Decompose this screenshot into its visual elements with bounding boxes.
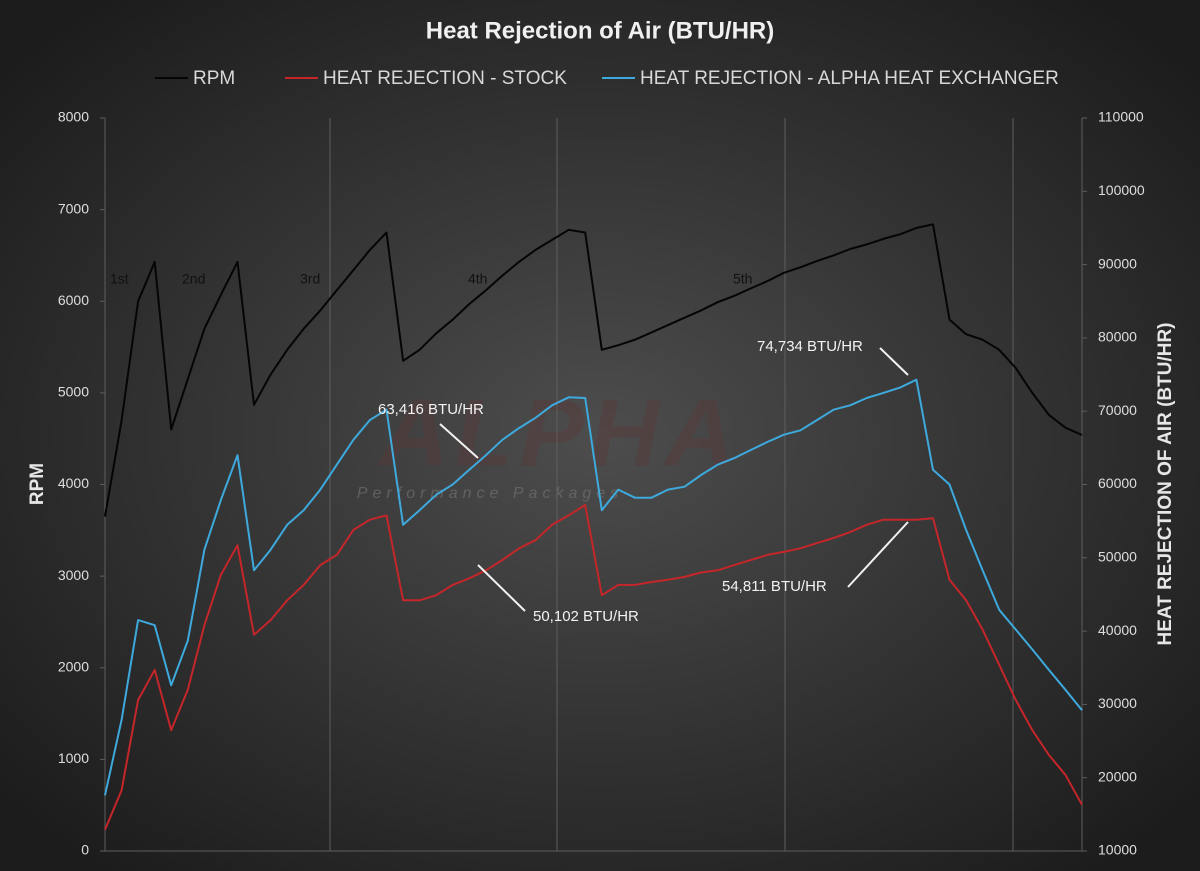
gear-label: 1st bbox=[110, 271, 129, 287]
legend-label: RPM bbox=[193, 68, 235, 89]
y2-tick-label: 100000 bbox=[1098, 182, 1145, 198]
y-axis-title: RPM bbox=[27, 463, 48, 505]
y-tick-label: 3000 bbox=[58, 567, 89, 583]
y-tick-label: 7000 bbox=[58, 200, 89, 216]
annotation: 54,811 BTU/HR bbox=[722, 578, 827, 595]
y2-tick-label: 60000 bbox=[1098, 475, 1137, 491]
annotation-leader bbox=[477, 564, 526, 612]
series-line bbox=[104, 504, 1083, 831]
gear-label: 4th bbox=[468, 271, 487, 287]
annotation-leader bbox=[439, 423, 479, 459]
y2-tick-label: 30000 bbox=[1098, 695, 1137, 711]
y2-tick-label: 70000 bbox=[1098, 402, 1137, 418]
y2-tick-label: 90000 bbox=[1098, 255, 1137, 271]
legend: RPM HEAT REJECTION - STOCK HEAT REJECTION … bbox=[155, 68, 1059, 89]
watermark-logo: ALPHA bbox=[378, 379, 741, 486]
annotation: 74,734 BTU/HR bbox=[757, 338, 863, 355]
y2-tick-label: 20000 bbox=[1098, 768, 1137, 784]
y-tick-label: 0 bbox=[81, 842, 89, 858]
chart-title: Heat Rejection of Air (BTU/HR) bbox=[426, 17, 774, 44]
y-tick-label: 1000 bbox=[58, 750, 89, 766]
annotation: 50,102 BTU/HR bbox=[533, 608, 639, 625]
series-line bbox=[104, 378, 1083, 796]
annotation-leader bbox=[847, 521, 909, 588]
y2-tick-label: 40000 bbox=[1098, 622, 1137, 638]
y-tick-label: 2000 bbox=[58, 658, 89, 674]
y2-tick-label: 50000 bbox=[1098, 549, 1137, 565]
watermark-tagline: Performance Packages bbox=[357, 485, 623, 502]
y-tick-label: 4000 bbox=[58, 475, 89, 491]
legend-label: HEAT REJECTION - STOCK bbox=[323, 68, 567, 89]
y2-tick-label: 80000 bbox=[1098, 329, 1137, 345]
series-line bbox=[104, 223, 1083, 517]
legend-label: HEAT REJECTION - ALPHA HEAT EXCHANGER bbox=[640, 68, 1059, 89]
gear-label: 2nd bbox=[182, 271, 205, 287]
y2-axis-title: HEAT REJECTION OF AIR (BTU/HR) bbox=[1155, 323, 1176, 646]
gear-label: 3rd bbox=[300, 271, 320, 287]
y-tick-label: 5000 bbox=[58, 384, 89, 400]
annotation: 63,416 BTU/HR bbox=[378, 401, 484, 418]
y2-tick-label: 10000 bbox=[1098, 842, 1137, 858]
y2-tick-label: 110000 bbox=[1098, 109, 1144, 125]
y-tick-label: 8000 bbox=[58, 109, 89, 125]
gear-label: 5th bbox=[733, 271, 752, 287]
y-tick-label: 6000 bbox=[58, 292, 89, 308]
annotation-leader bbox=[879, 347, 909, 376]
